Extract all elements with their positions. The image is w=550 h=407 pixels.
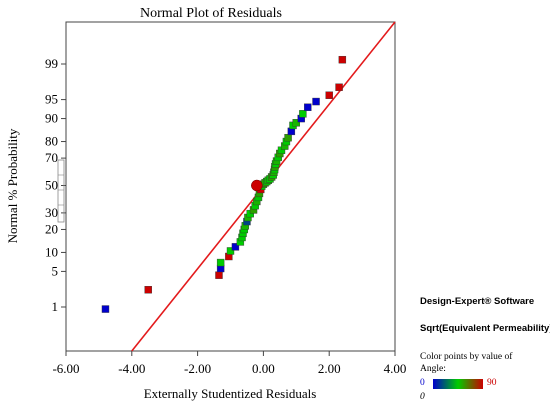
x-tick-label: 4.00 (384, 361, 407, 376)
data-point (304, 103, 312, 111)
data-point (325, 91, 333, 99)
y-tick-label: 99 (45, 56, 58, 71)
data-point (216, 258, 225, 267)
highlighted-point (251, 179, 263, 192)
scale-max-label: 90 (487, 378, 497, 388)
response-name: Sqrt(Equivalent Permeability) (420, 323, 550, 334)
y-tick-label: 95 (45, 92, 58, 107)
x-tick-label: 0.00 (252, 361, 275, 376)
y-tick-label: 50 (45, 178, 58, 193)
y-tick-label: 30 (45, 205, 58, 220)
y-ruler-glyph (57, 159, 65, 223)
x-tick-label: -6.00 (52, 361, 79, 376)
y-tick-label: 1 (52, 299, 59, 314)
y-tick-label: 70 (45, 150, 58, 165)
data-point (338, 55, 347, 64)
x-axis-label: Externally Studentized Residuals (144, 386, 317, 401)
y-tick-label: 10 (45, 244, 58, 259)
y-tick-label: 20 (45, 221, 58, 236)
data-point (226, 247, 235, 255)
y-tick-label: 90 (45, 111, 58, 126)
plot-frame (65, 21, 396, 352)
x-tick-label: 2.00 (318, 361, 341, 376)
y-tick-label: 80 (45, 134, 58, 149)
data-point (101, 305, 110, 313)
scale-min-label: 0 (420, 378, 425, 388)
x-tick-label: -2.00 (184, 361, 211, 376)
software-name: Design-Expert® Software (420, 296, 535, 307)
data-point (284, 133, 292, 142)
chart-title: Normal Plot of Residuals (140, 6, 282, 21)
color-variable: Angle: (420, 364, 446, 374)
color-note: Color points by value of (420, 352, 513, 362)
data-point (299, 110, 307, 118)
color-ramp (433, 379, 483, 389)
data-point (144, 286, 152, 294)
y-axis-label: Normal % Probability (5, 128, 20, 243)
data-point (231, 243, 240, 251)
x-tick-label: -4.00 (118, 361, 145, 376)
data-point (292, 119, 300, 127)
scale-min-italic: 0 (420, 392, 425, 402)
data-points (101, 55, 347, 313)
x-axis: -6.00 -4.00 -2.00 0.00 2.00 4.00 (52, 351, 406, 376)
y-tick-label: 5 (52, 263, 59, 278)
data-point (335, 83, 343, 91)
data-point (215, 271, 223, 279)
data-point (312, 97, 320, 106)
